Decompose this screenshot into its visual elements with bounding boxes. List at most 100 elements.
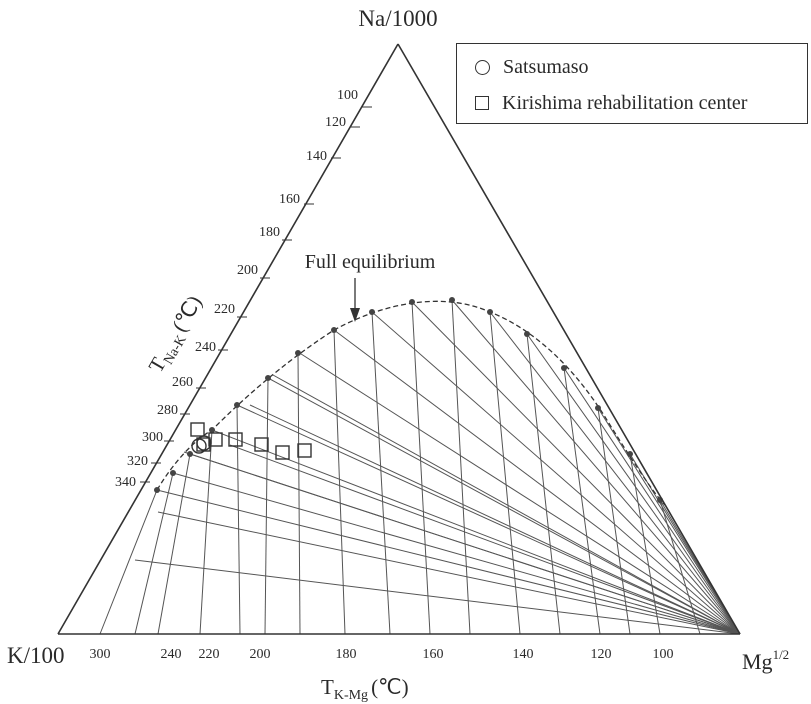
eq-point [154, 487, 160, 493]
na-k-fan-2 [172, 472, 741, 635]
eq-point [449, 297, 455, 303]
na-k-tick-marks [140, 106, 372, 483]
kirishima-point [190, 422, 205, 437]
na-k-fan-8 [597, 407, 741, 635]
k-mg-line-130 [526, 333, 741, 635]
na-k-line-12 [489, 311, 521, 635]
vertex-label-right-sup: 1/2 [773, 647, 790, 662]
equilibrium-points [154, 297, 663, 503]
na-k-line-4 [199, 429, 213, 635]
k-mg-axis-title-sub: K-Mg [334, 688, 368, 703]
na-k-fan-3 [189, 453, 741, 635]
na-k-axis-title-unit: (℃) [167, 291, 207, 336]
na-k-tick-label: 100 [337, 88, 358, 103]
na-k-fan-5 [236, 404, 741, 635]
na-k-tick-label: 340 [115, 475, 136, 490]
vertex-label-top: Na/1000 [358, 6, 437, 31]
k-mg-isotherm-lines [100, 299, 741, 635]
k-mg-tick-label: 160 [423, 647, 444, 662]
na-k-line-1 [99, 489, 158, 635]
na-k-tick-label: 180 [259, 225, 280, 240]
k-mg-tick-labels: 300 240 220 200 180 160 140 120 100 [90, 647, 674, 662]
na-k-fan-1 [156, 489, 741, 635]
na-k-tick-label: 280 [157, 403, 178, 418]
k-mg-tick-label: 100 [653, 647, 674, 662]
k-mg-tick-label: 300 [90, 647, 111, 662]
k-mg-tick-label: 240 [161, 647, 182, 662]
legend-item-satsumaso: Satsumaso [475, 52, 589, 82]
sample-points [190, 422, 312, 460]
na-k-tick-label: 200 [237, 263, 258, 278]
k-mg-tick-label: 200 [250, 647, 271, 662]
annotation-arrow-head [350, 308, 360, 322]
eq-point [595, 405, 601, 411]
na-k-line-6 [264, 377, 269, 635]
na-k-tick-label: 300 [142, 430, 163, 445]
na-k-line-10 [411, 301, 431, 635]
vertex-label-left: K/100 [7, 643, 65, 668]
triangle-left-edge [57, 43, 399, 635]
eq-point [209, 427, 215, 433]
na-k-tick-label: 140 [306, 149, 327, 164]
ternary-triangle [57, 43, 741, 635]
eq-point [234, 402, 240, 408]
k-mg-line-140 [489, 311, 741, 635]
na-k-fan-6 [267, 377, 741, 635]
na-k-tick-label: 220 [214, 302, 235, 317]
na-k-line-5 [236, 404, 241, 635]
eq-point [265, 375, 271, 381]
k-mg-line-170 [371, 311, 741, 635]
full-equilibrium-curve [156, 300, 666, 506]
triangle-right-edge [397, 43, 741, 635]
na-k-tick-label: 160 [279, 192, 300, 207]
eq-point [627, 451, 633, 457]
kirishima-point [275, 445, 290, 460]
k-mg-line-150 [451, 299, 741, 635]
eq-point [369, 309, 375, 315]
eq-point [187, 451, 193, 457]
eq-point [487, 309, 493, 315]
kirishima-point [254, 437, 269, 452]
na-k-line-13 [526, 333, 561, 635]
k-mg-line-180 [333, 329, 741, 635]
vertex-label-right-base: Mg [742, 649, 773, 674]
k-mg-tick-label: 120 [591, 647, 612, 662]
na-k-tick-label: 240 [195, 340, 216, 355]
k-mg-tick-label: 220 [199, 647, 220, 662]
eq-point [170, 470, 176, 476]
k-mg-line-220 [229, 444, 741, 635]
na-k-fan-7 [563, 367, 741, 635]
legend-label-kirishima: Kirishima rehabilitation center [502, 91, 748, 114]
na-k-tick-labels: 100 120 140 160 180 200 220 240 260 280 … [115, 88, 358, 490]
na-k-line-7 [297, 352, 301, 635]
legend: Satsumaso Kirishima rehabilitation cente… [456, 43, 808, 124]
na-k-line-9 [371, 311, 391, 635]
k-mg-line-200 [272, 374, 741, 635]
eq-point [331, 327, 337, 333]
k-mg-line-260 [134, 559, 741, 635]
na-k-axis-title: TNa-K(℃) [144, 291, 211, 378]
eq-point [524, 331, 530, 337]
k-mg-line-210 [249, 404, 741, 635]
na-k-line-16 [629, 453, 661, 635]
k-mg-line-190 [297, 351, 741, 635]
k-mg-axis-title-base: T [321, 675, 334, 699]
k-mg-line-160 [411, 301, 741, 635]
eq-point [409, 299, 415, 305]
kirishima-point [228, 432, 243, 447]
legend-label-satsumaso: Satsumaso [503, 55, 589, 78]
kirishima-point [196, 437, 211, 452]
k-mg-axis-title-unit: (℃) [371, 675, 409, 699]
na-k-axis-title-sub: Na-K [161, 333, 190, 367]
kirishima-point [297, 443, 312, 458]
k-mg-tick-label: 180 [336, 647, 357, 662]
na-k-tick-label: 260 [172, 375, 193, 390]
na-k-tick-label: 120 [325, 115, 346, 130]
k-mg-axis-title: TK-Mg (℃) [321, 675, 409, 703]
square-marker-icon [475, 96, 489, 110]
eq-point [295, 350, 301, 356]
k-mg-tick-label: 140 [513, 647, 534, 662]
k-mg-line-240 [157, 511, 741, 635]
na-k-line-8 [333, 329, 346, 635]
